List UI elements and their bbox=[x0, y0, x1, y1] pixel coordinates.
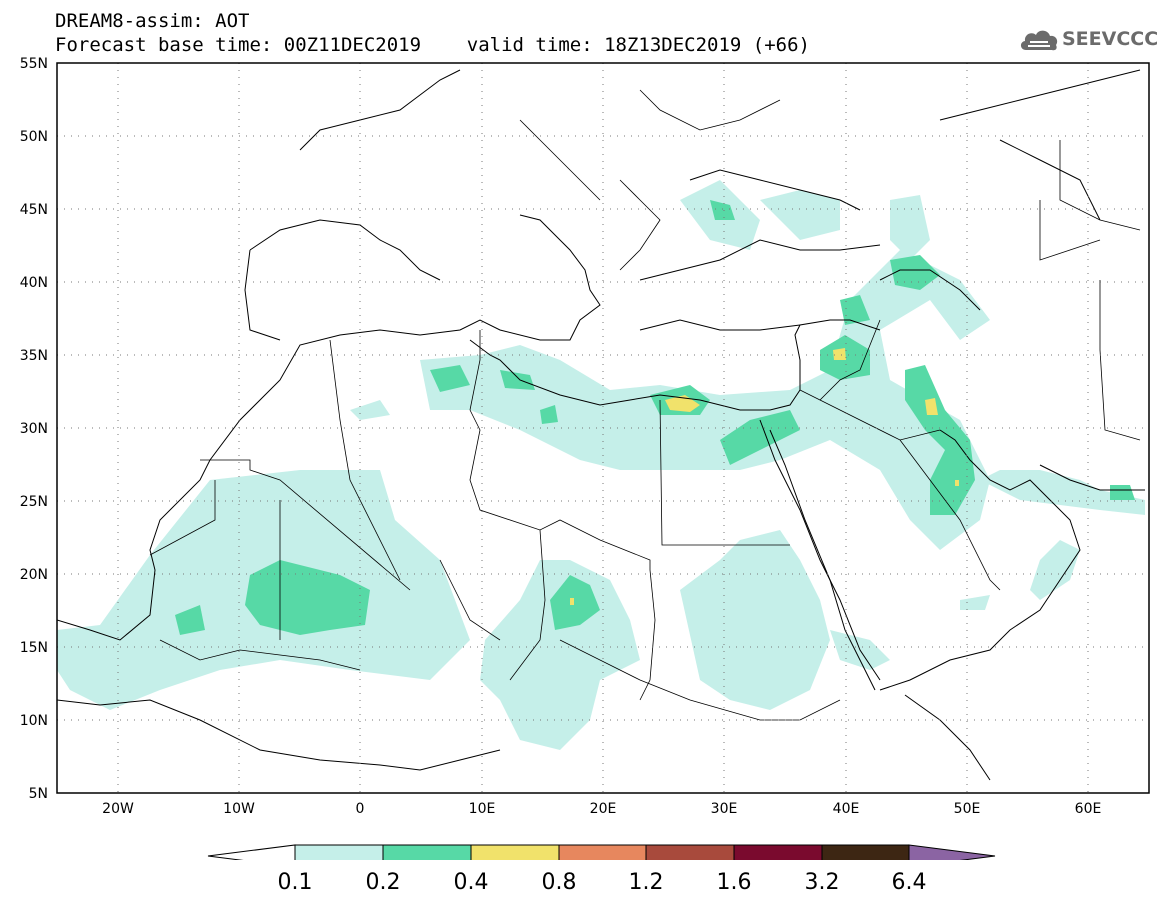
logo-text: SEEVCCC bbox=[1062, 28, 1159, 50]
graticule bbox=[57, 63, 1149, 793]
lat-label: 35N bbox=[20, 348, 48, 364]
longitude-labels: 20W 10W 0 10E 20E 30E 40E 50E 60E bbox=[102, 801, 1101, 817]
lon-label: 20E bbox=[590, 801, 617, 817]
colorbar-label: 6.4 bbox=[891, 870, 927, 895]
lon-label: 50E bbox=[954, 801, 981, 817]
lat-label: 40N bbox=[20, 275, 48, 291]
colorbar-segment bbox=[645, 844, 735, 860]
colorbar-segment bbox=[821, 844, 910, 860]
colorbar-segment bbox=[558, 844, 647, 860]
cloud-icon bbox=[1020, 30, 1058, 51]
colorbar-segment bbox=[294, 844, 384, 860]
aot-contours bbox=[57, 63, 1149, 793]
colorbar-segment-under bbox=[207, 844, 296, 860]
lon-label: 20W bbox=[102, 801, 134, 817]
colorbar-segment bbox=[470, 844, 560, 860]
lat-label: 55N bbox=[20, 56, 48, 72]
colorbar-label: 1.2 bbox=[628, 870, 664, 895]
aot-map: 55N 50N 45N 40N 35N 30N 25N 20N 15N 10N … bbox=[20, 56, 1150, 860]
map-title: DREAM8-assim: AOT bbox=[55, 10, 250, 32]
colorbar-labels: 0.1 0.2 0.4 0.8 1.2 1.6 3.2 6.4 bbox=[0, 870, 1165, 900]
lat-label: 20N bbox=[20, 567, 48, 583]
lat-label: 15N bbox=[20, 640, 48, 656]
forecast-time-info: Forecast base time: 00Z11DEC2019 valid t… bbox=[55, 34, 810, 56]
lon-label: 60E bbox=[1075, 801, 1102, 817]
colorbar-label: 1.6 bbox=[716, 870, 752, 895]
colorbar-segment bbox=[733, 844, 823, 860]
lon-label: 0 bbox=[356, 801, 365, 817]
lon-label: 40E bbox=[833, 801, 860, 817]
lon-label: 10E bbox=[469, 801, 496, 817]
lat-label: 5N bbox=[29, 786, 48, 802]
lat-label: 10N bbox=[20, 713, 48, 729]
lat-label: 30N bbox=[20, 421, 48, 437]
colorbar-segment-over bbox=[908, 844, 996, 860]
borders bbox=[149, 89, 1141, 721]
colorbar bbox=[207, 844, 996, 860]
colorbar-label: 0.2 bbox=[365, 870, 401, 895]
colorbar-label: 0.1 bbox=[277, 870, 313, 895]
map-frame bbox=[56, 62, 1150, 794]
colorbar-segment bbox=[382, 844, 472, 860]
latitude-labels: 55N 50N 45N 40N 35N 30N 25N 20N 15N 10N … bbox=[20, 56, 48, 802]
coastlines bbox=[57, 69, 1145, 781]
colorbar-label: 0.8 bbox=[541, 870, 577, 895]
colorbar-label: 3.2 bbox=[804, 870, 840, 895]
lon-label: 30E bbox=[711, 801, 738, 817]
lat-label: 45N bbox=[20, 202, 48, 218]
colorbar-label: 0.4 bbox=[453, 870, 489, 895]
seevccc-logo: SEEVCCC bbox=[1018, 24, 1158, 56]
lon-label: 10W bbox=[223, 801, 255, 817]
lat-label: 25N bbox=[20, 494, 48, 510]
lat-label: 50N bbox=[20, 129, 48, 145]
